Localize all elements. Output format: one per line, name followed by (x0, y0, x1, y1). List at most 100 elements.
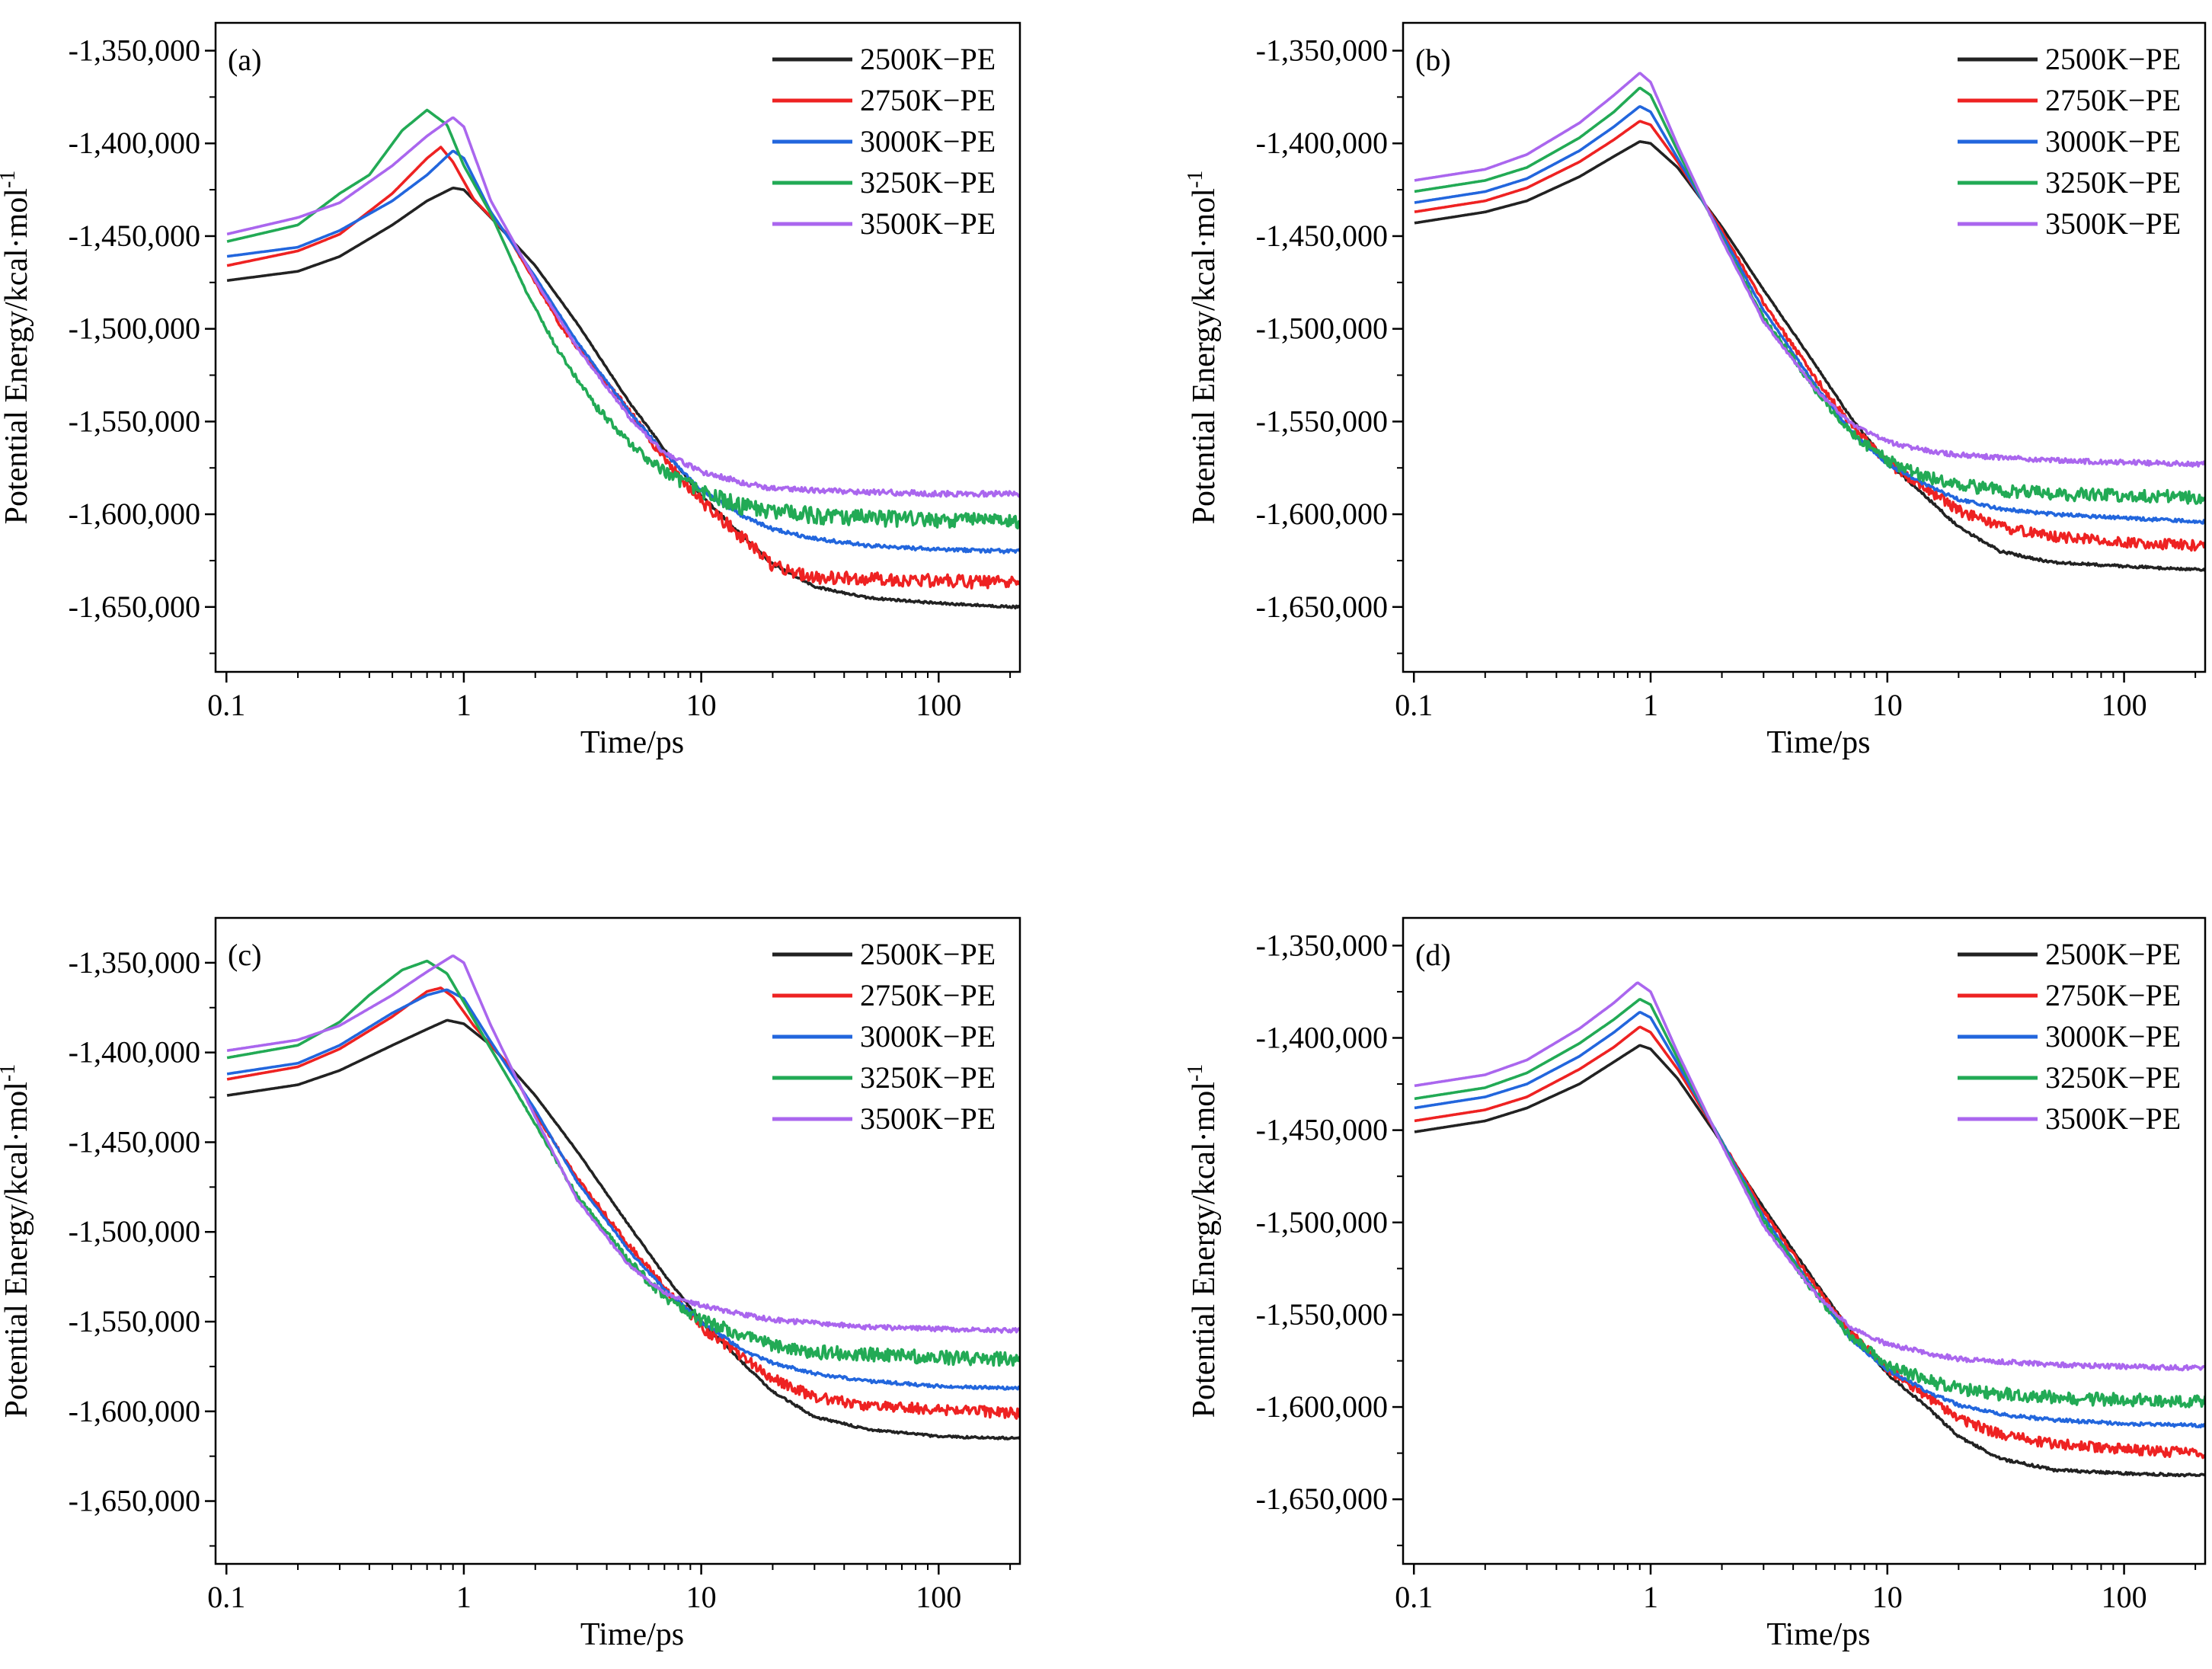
panel-label: (d) (1415, 938, 1451, 972)
y-tick-label: -1,500,000 (69, 1214, 200, 1249)
series-line-2750K (1414, 120, 2205, 552)
y-axis-title-main: Potential Energy/kcal·mol (0, 188, 34, 524)
legend: 2500K−PE 2750K−PE 3000K−PE 3250K−PE 3500K−PE (1958, 937, 2181, 1136)
y-axis-title-superscript: -1 (1184, 1064, 1207, 1082)
series-group (1414, 981, 2205, 1478)
y-tick-label: -1,600,000 (69, 1394, 200, 1428)
series-line-3500K (226, 116, 1020, 498)
x-tick-label: 100 (916, 1580, 961, 1614)
y-tick-label: -1,450,000 (1256, 219, 1388, 253)
x-tick-label: 0.1 (207, 1580, 245, 1614)
y-tick-label: -1,500,000 (69, 312, 200, 346)
y-tick-label: -1,650,000 (69, 1484, 200, 1518)
y-axis-title: Potential Energy/kcal·mol-1 (1184, 171, 1222, 525)
x-tick-label: 1 (456, 688, 471, 722)
y-axis-title-superscript: -1 (0, 171, 20, 188)
x-tick-label: 0.1 (207, 688, 245, 722)
legend-label: 2500K−PE (2045, 42, 2181, 76)
legend-label: 3500K−PE (2045, 206, 2181, 241)
y-tick-label: -1,650,000 (1256, 1482, 1388, 1516)
series-line-2500K (1414, 140, 2205, 572)
y-tick-label: -1,550,000 (69, 404, 200, 438)
x-tick-label: 0.1 (1395, 1580, 1433, 1614)
y-axis-title-main: Potential Energy/kcal·mol (1187, 188, 1222, 524)
chart-panel-b: -1,350,000 -1,400,000 -1,450,000 -1,500,000… (1184, 21, 2207, 760)
y-axis-title: Potential Energy/kcal·mol-1 (0, 171, 34, 525)
x-axis-title: Time/ps (1766, 1617, 1870, 1652)
y-axis-title-superscript: -1 (0, 1064, 20, 1082)
y-axis-title-superscript: -1 (1184, 171, 1207, 188)
series-line-2750K (1414, 1025, 2205, 1460)
y-axis-title: Potential Energy/kcal·mol-1 (1184, 1064, 1222, 1418)
series-line-2500K (226, 1018, 1020, 1440)
plot-frame (214, 21, 1021, 673)
y-tick-label: -1,650,000 (69, 590, 200, 624)
y-tick-label: -1,600,000 (1256, 497, 1388, 531)
legend-label: 2750K−PE (860, 978, 996, 1012)
panel-label: (a) (228, 43, 261, 77)
series-line-3500K (226, 954, 1020, 1334)
y-tick-label: -1,400,000 (1256, 126, 1388, 160)
legend-label: 3250K−PE (860, 165, 996, 200)
y-tick-label: -1,350,000 (1256, 928, 1388, 962)
legend-label: 3250K−PE (860, 1060, 996, 1095)
y-tick-label: -1,350,000 (69, 945, 200, 980)
legend-label: 3000K−PE (860, 1019, 996, 1054)
series-line-3500K (1414, 981, 2205, 1372)
y-tick-label: -1,550,000 (1256, 404, 1388, 438)
series-line-2500K (226, 187, 1020, 609)
x-tick-label: 1 (456, 1580, 471, 1614)
x-tick-label: 100 (2102, 688, 2147, 722)
chart-panel-a: -1,350,000 -1,400,000 -1,450,000 -1,500,000… (0, 21, 1021, 760)
legend-label: 3000K−PE (2045, 124, 2181, 158)
chart-panel-d: -1,350,000 -1,400,000 -1,450,000 -1,500,000… (1184, 916, 2207, 1652)
y-tick-label: -1,550,000 (69, 1304, 200, 1338)
plot-frame (1402, 21, 2207, 673)
y-tick-label: -1,350,000 (1256, 34, 1388, 68)
y-tick-label: -1,450,000 (1256, 1113, 1388, 1147)
legend-label: 2500K−PE (860, 42, 996, 76)
y-axis-title-main: Potential Energy/kcal·mol (1187, 1082, 1222, 1418)
x-tick-label: 1 (1643, 1580, 1658, 1614)
series-line-3000K (226, 988, 1020, 1391)
x-axis-title: Time/ps (580, 725, 684, 760)
y-axis-title-main: Potential Energy/kcal·mol (0, 1082, 34, 1418)
series-line-2500K (1414, 1044, 2205, 1478)
series-line-3500K (1414, 72, 2205, 468)
legend-label: 2750K−PE (2045, 83, 2181, 117)
x-tick-label: 10 (686, 1580, 717, 1614)
legend: 2500K−PE 2750K−PE 3000K−PE 3250K−PE 3500K−PE (772, 937, 996, 1136)
y-axis-title: Potential Energy/kcal·mol-1 (0, 1064, 34, 1418)
series-group (226, 108, 1020, 609)
series-line-3000K (226, 149, 1020, 555)
y-tick-label: -1,600,000 (1256, 1389, 1388, 1424)
plot-frame (1402, 916, 2207, 1565)
legend-label: 2750K−PE (860, 83, 996, 117)
series-line-3000K (1414, 105, 2205, 525)
legend-label: 3000K−PE (2045, 1019, 2181, 1054)
y-tick-label: -1,400,000 (1256, 1020, 1388, 1054)
y-tick-label: -1,500,000 (1256, 312, 1388, 346)
y-tick-label: -1,650,000 (1256, 590, 1388, 624)
panel-label: (c) (228, 938, 261, 972)
legend-label: 3250K−PE (2045, 1060, 2181, 1095)
y-tick-label: -1,400,000 (69, 1035, 200, 1070)
legend-label: 3500K−PE (860, 206, 996, 241)
legend-label: 2500K−PE (2045, 937, 2181, 971)
legend-label: 2750K−PE (2045, 978, 2181, 1012)
y-tick-label: -1,400,000 (69, 126, 200, 160)
panel-label: (b) (1415, 43, 1451, 77)
x-axis-title: Time/ps (580, 1617, 684, 1652)
legend: 2500K−PE 2750K−PE 3000K−PE 3250K−PE 3500K−PE (772, 42, 996, 241)
x-tick-label: 1 (1643, 688, 1658, 722)
chart-panel-c: -1,350,000 -1,400,000 -1,450,000 -1,500,000… (0, 916, 1021, 1652)
x-axis-title: Time/ps (1766, 725, 1870, 760)
legend: 2500K−PE 2750K−PE 3000K−PE 3250K−PE 3500K−PE (1958, 42, 2181, 241)
legend-label: 3500K−PE (2045, 1101, 2181, 1136)
series-line-2750K (226, 986, 1020, 1420)
y-tick-label: -1,550,000 (1256, 1297, 1388, 1332)
y-tick-label: -1,600,000 (69, 497, 200, 531)
x-tick-label: 10 (1872, 688, 1903, 722)
legend-label: 2500K−PE (860, 937, 996, 971)
